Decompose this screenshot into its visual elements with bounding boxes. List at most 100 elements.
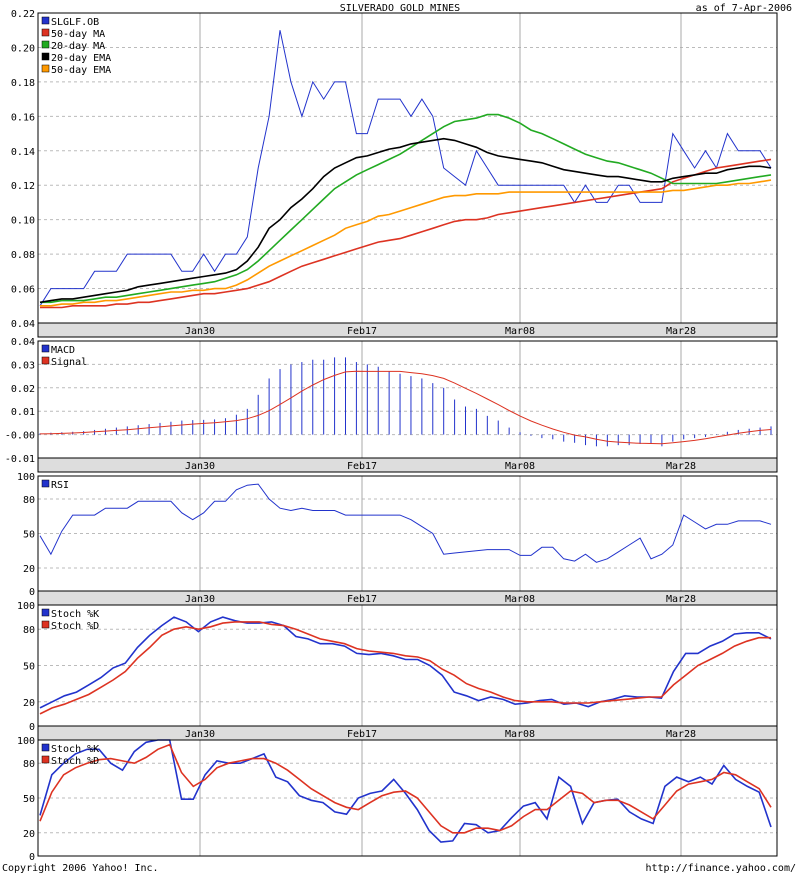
series-line-price <box>39 30 772 307</box>
legend-label: Stoch %D <box>51 756 99 767</box>
legend-label: Stoch %K <box>51 609 99 620</box>
x-tick-label: Jan30 <box>185 594 215 605</box>
y-tick-label: 50 <box>23 530 35 541</box>
x-tick-label: Mar28 <box>666 326 696 337</box>
legend-swatch <box>41 755 50 764</box>
series-line-ma20 <box>40 113 772 304</box>
series-line-signal <box>39 370 772 445</box>
x-axis-band <box>38 323 777 337</box>
legend-swatch <box>41 16 50 25</box>
x-tick-label: Jan30 <box>185 729 215 740</box>
x-tick-label: Feb17 <box>347 729 377 740</box>
legend-label: 50-day EMA <box>51 65 111 76</box>
legend-label: SLGLF.OB <box>51 17 99 28</box>
legend-label: Stoch %K <box>51 744 99 755</box>
y-tick-label: 50 <box>23 794 35 805</box>
legend-label: MACD <box>51 345 75 356</box>
copyright-text: Copyright 2006 Yahoo! Inc. <box>2 863 159 874</box>
x-axis-band <box>38 591 777 605</box>
y-tick-label: 0 <box>29 587 35 598</box>
as-of-date: as of 7-Apr-2006 <box>696 3 792 14</box>
x-tick-label: Mar08 <box>505 729 535 740</box>
legend-label: Stoch %D <box>51 621 99 632</box>
legend-label: 50-day MA <box>51 29 105 40</box>
x-axis-band-frame <box>37 457 778 473</box>
x-tick-label: Mar08 <box>505 461 535 472</box>
legend-swatch <box>41 344 50 353</box>
y-tick-label: 0.10 <box>11 216 35 227</box>
y-tick-label: 0.01 <box>11 407 35 418</box>
y-tick-label: 0.06 <box>11 285 35 296</box>
x-tick-label: Mar08 <box>505 326 535 337</box>
series-line-ma50 <box>40 158 772 309</box>
panel-frame <box>37 12 778 324</box>
y-tick-label: 20 <box>23 829 35 840</box>
legend-swatch <box>41 28 50 37</box>
y-tick-label: 100 <box>17 736 35 747</box>
x-axis-band-frame <box>37 322 778 338</box>
legend-swatch <box>41 620 50 629</box>
series-line-stochK <box>39 616 772 709</box>
y-tick-label: 0.03 <box>11 360 35 371</box>
series-line-ema50 <box>40 179 772 307</box>
x-tick-label: Mar28 <box>666 594 696 605</box>
y-tick-label: 0.08 <box>11 250 35 261</box>
legend-label: 20-day MA <box>51 41 105 52</box>
legend-swatch <box>41 479 50 488</box>
x-tick-label: Jan30 <box>185 326 215 337</box>
y-tick-label: 80 <box>23 759 35 770</box>
y-tick-label: 0 <box>29 852 35 863</box>
panel-price: 0.22 0.20 0.18 0.16 0.14 0.12 0.10 0.08 0.06 0.04… <box>11 9 778 338</box>
legend-swatch <box>41 608 50 617</box>
y-tick-label: 0.22 <box>11 9 35 20</box>
series-line-stochD <box>39 621 771 715</box>
legend-swatch <box>41 356 50 365</box>
source-url[interactable]: http://finance.yahoo.com/ <box>645 863 796 874</box>
y-tick-label: 100 <box>17 472 35 483</box>
series-line-rsi <box>39 483 772 563</box>
y-tick-label: 0.02 <box>11 384 35 395</box>
x-axis-band <box>38 726 777 740</box>
y-tick-label: -0.00 <box>5 431 35 442</box>
y-tick-label: 0.16 <box>11 112 35 123</box>
chart-title: SILVERADO GOLD MINES <box>340 3 460 14</box>
y-tick-label: 80 <box>23 495 35 506</box>
legend-swatch <box>41 40 50 49</box>
y-tick-label: 0.18 <box>11 78 35 89</box>
y-tick-label: 0.20 <box>11 43 35 54</box>
x-axis-band <box>38 458 777 472</box>
y-tick-label: 0.04 <box>11 337 35 348</box>
y-tick-label: 80 <box>23 625 35 636</box>
y-tick-label: 20 <box>23 564 35 575</box>
x-tick-label: Mar28 <box>666 461 696 472</box>
x-tick-label: Feb17 <box>347 461 377 472</box>
y-tick-label: 0 <box>29 722 35 733</box>
panel-frame <box>37 340 778 459</box>
y-tick-label: 0.14 <box>11 147 35 158</box>
legend-swatch <box>41 52 50 61</box>
x-tick-label: Feb17 <box>347 326 377 337</box>
legend-swatch <box>41 743 50 752</box>
legend-label: RSI <box>51 480 69 491</box>
panel-rsi: 100 80 50 20 0 RSI Jan30 Feb17 Mar08 Mar28 <box>17 472 778 606</box>
y-tick-label: 0.04 <box>11 319 35 330</box>
y-tick-label: 100 <box>17 601 35 612</box>
series-line-stochD <box>39 743 772 834</box>
legend-swatch <box>41 64 50 73</box>
y-tick-label: 20 <box>23 698 35 709</box>
x-tick-label: Mar28 <box>666 729 696 740</box>
x-tick-label: Jan30 <box>185 461 215 472</box>
y-tick-label: 0.12 <box>11 181 35 192</box>
x-tick-label: Feb17 <box>347 594 377 605</box>
legend-label: 20-day EMA <box>51 53 111 64</box>
series-line-ema20 <box>39 137 772 304</box>
y-tick-label: -0.01 <box>5 454 35 465</box>
legend-label: Signal <box>51 357 87 368</box>
y-tick-label: 50 <box>23 662 35 673</box>
panel-frame <box>37 739 778 857</box>
x-tick-label: Mar08 <box>505 594 535 605</box>
